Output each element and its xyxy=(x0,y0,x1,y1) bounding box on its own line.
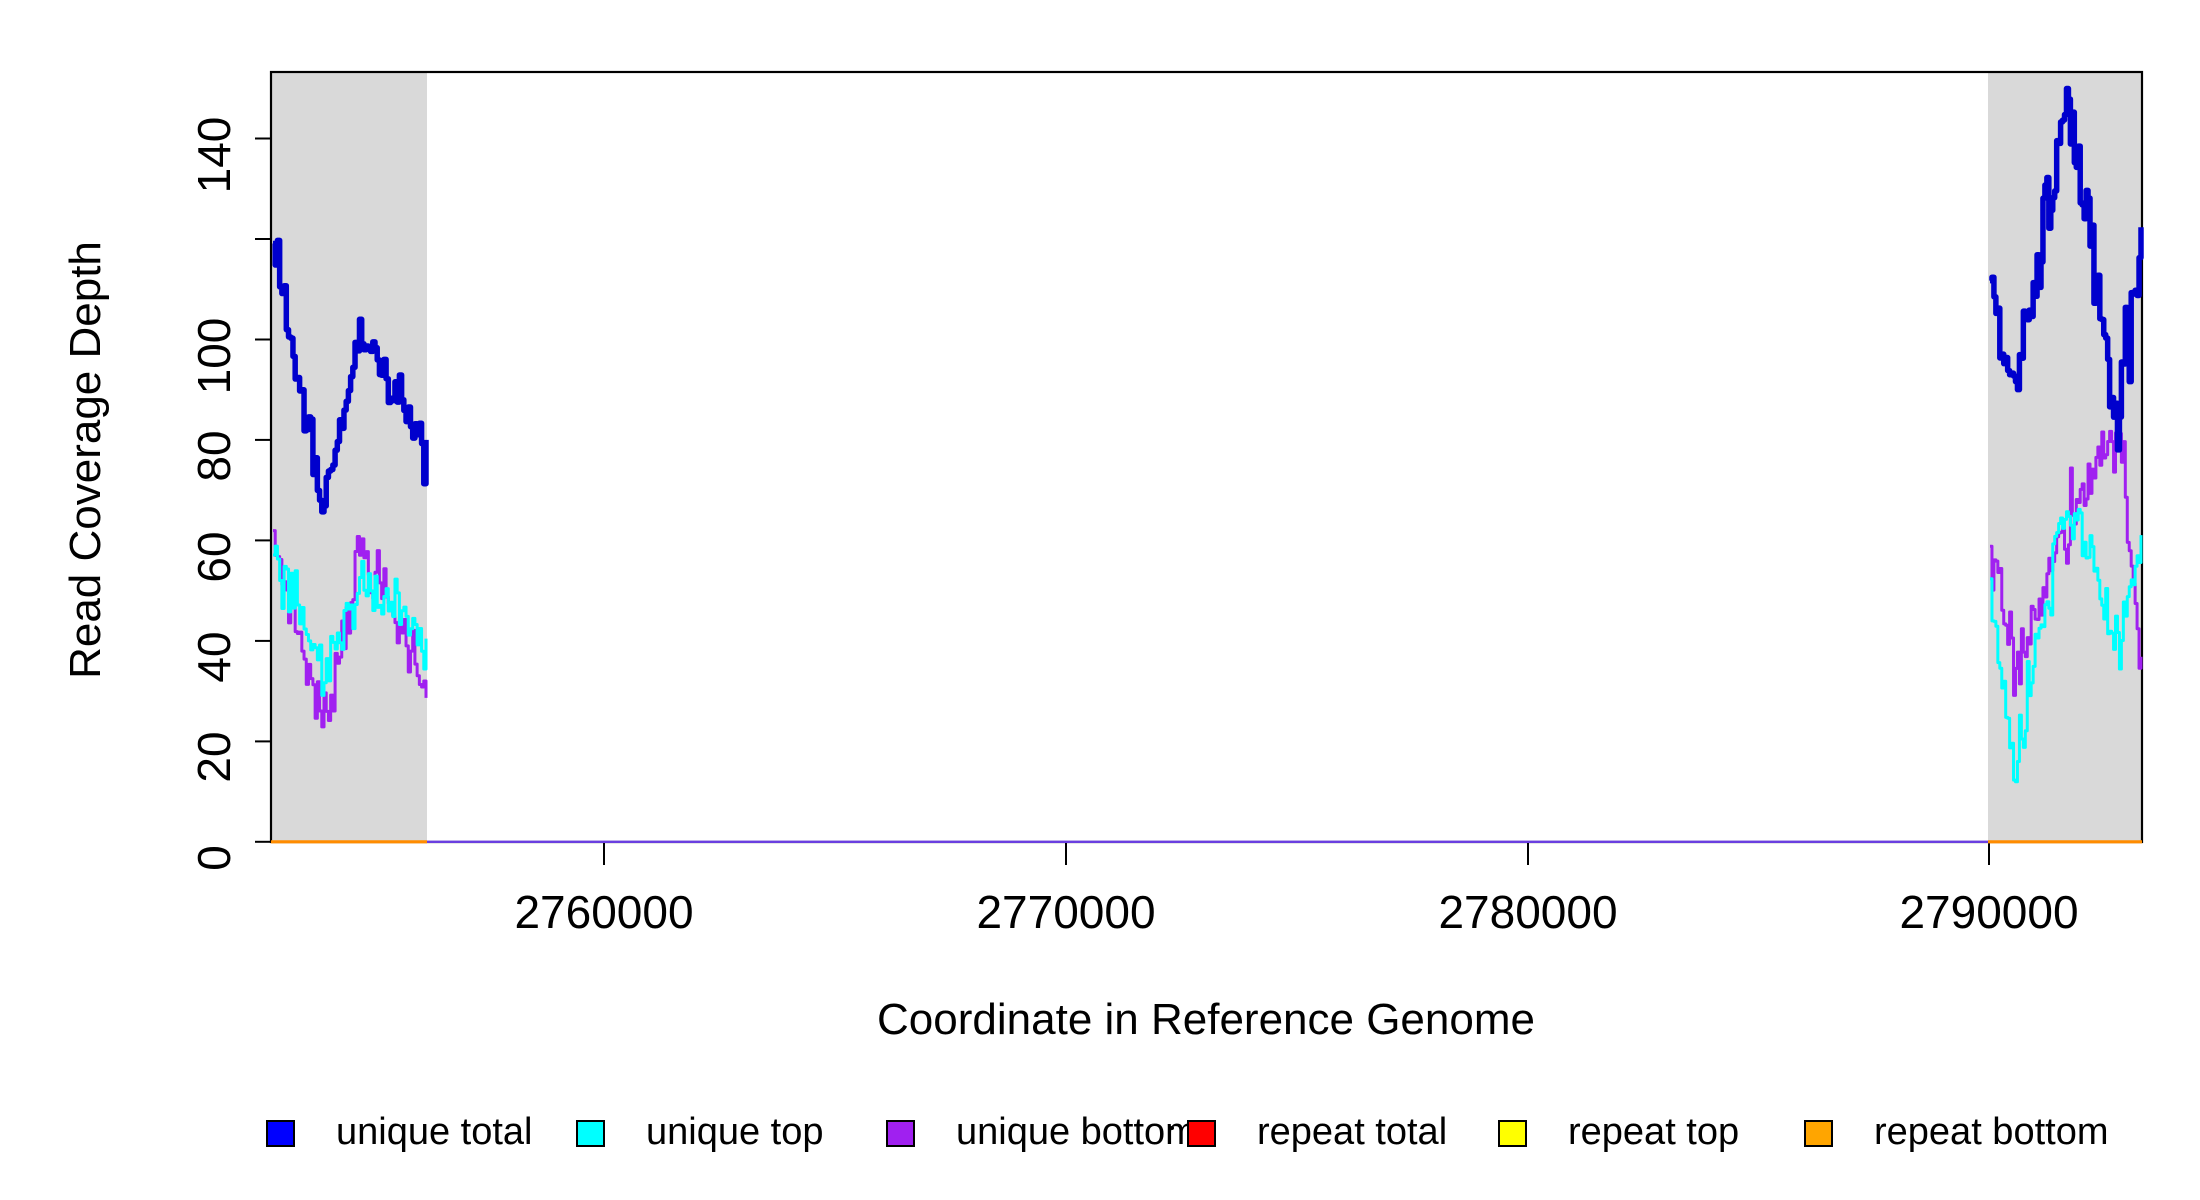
svg-text:60: 60 xyxy=(188,531,240,582)
svg-text:2780000: 2780000 xyxy=(1438,886,1617,938)
svg-text:repeat bottom: repeat bottom xyxy=(1874,1111,2108,1153)
svg-text:2790000: 2790000 xyxy=(1899,886,2078,938)
svg-text:unique total: unique total xyxy=(336,1111,533,1153)
svg-text:2760000: 2760000 xyxy=(514,886,693,938)
svg-text:unique top: unique top xyxy=(646,1111,824,1153)
svg-text:repeat total: repeat total xyxy=(1257,1111,1447,1153)
svg-text:0: 0 xyxy=(188,845,240,871)
svg-text:80: 80 xyxy=(188,430,240,481)
svg-text:140: 140 xyxy=(188,117,240,194)
svg-text:unique bottom: unique bottom xyxy=(956,1111,1197,1153)
svg-text:100: 100 xyxy=(188,318,240,395)
svg-text:2770000: 2770000 xyxy=(976,886,1155,938)
svg-text:repeat top: repeat top xyxy=(1568,1111,1739,1153)
svg-text:20: 20 xyxy=(188,731,240,782)
svg-text:40: 40 xyxy=(188,631,240,682)
svg-text:Coordinate in Reference Genome: Coordinate in Reference Genome xyxy=(877,995,1535,1044)
svg-text:Read Coverage Depth: Read Coverage Depth xyxy=(61,241,110,679)
